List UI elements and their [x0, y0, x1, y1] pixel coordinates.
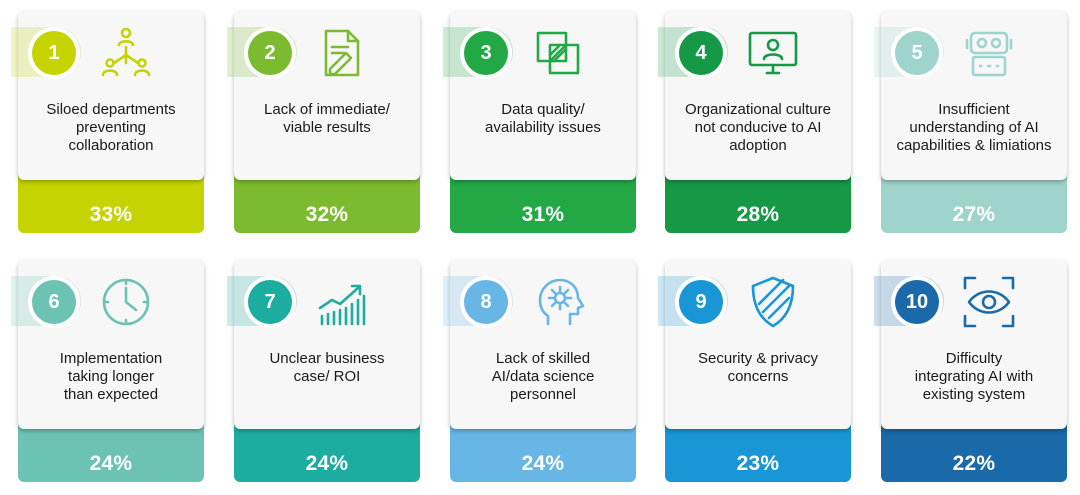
card-panel: 1 Siloed departments preventing collabor… — [11, 11, 204, 180]
challenge-label: Lack of immediate/ viable results — [264, 101, 390, 136]
challenge-card-7: 24% 7 Unclear business case/ ROI — [227, 260, 420, 482]
number-badge: 8 — [464, 280, 508, 324]
number-badge: 9 — [679, 280, 723, 324]
challenge-label: Lack of skilled AI/data science personne… — [491, 350, 595, 403]
monitor-user-icon — [745, 25, 801, 81]
challenge-card-5: 27% 5 Insufficient understanding of AI c… — [874, 11, 1067, 233]
card-panel: 10 Difficulty integrating AI with existi… — [874, 260, 1067, 429]
layered-squares-icon — [530, 25, 586, 81]
percent-value: 24% — [89, 452, 133, 475]
eye-scan-icon — [961, 274, 1017, 330]
number-badge: 2 — [248, 31, 292, 75]
card-panel: 3 Data quality/ availability issues — [443, 11, 636, 180]
challenge-card-8: 24% 8 Lack of skilled AI/data science pe… — [443, 260, 636, 482]
percent-value: 33% — [89, 203, 133, 226]
number-badge: 3 — [464, 31, 508, 75]
growth-chart-icon — [314, 274, 370, 330]
challenge-card-6: 24% 6 Implementation taking longer than … — [11, 260, 204, 482]
challenge-label: Difficulty integrating AI with existing … — [914, 350, 1034, 403]
percent-value: 28% — [736, 203, 780, 226]
number-badge: 5 — [895, 31, 939, 75]
challenge-label: Insufficient understanding of AI capabil… — [896, 101, 1052, 154]
shield-icon — [745, 274, 801, 330]
percent-value: 22% — [952, 452, 996, 475]
card-panel: 2 Lack of immediate/ viable results — [227, 11, 420, 180]
number-badge: 1 — [32, 31, 76, 75]
challenge-card-9: 23% 9 Security & privacy concerns — [658, 260, 851, 482]
card-panel: 5 Insufficient understanding of AI capab… — [874, 11, 1067, 180]
percent-value: 23% — [736, 452, 780, 475]
challenge-label: Data quality/ availability issues — [485, 101, 601, 136]
challenge-card-4: 28% 4 Organizational culture not conduci… — [658, 11, 851, 233]
percent-value: 24% — [521, 452, 565, 475]
head-gear-icon — [530, 274, 586, 330]
card-panel: 4 Organizational culture not conducive t… — [658, 11, 851, 180]
challenge-label: Implementation taking longer than expect… — [59, 350, 163, 403]
percent-value: 24% — [305, 452, 349, 475]
document-pencil-icon — [314, 25, 370, 81]
card-panel: 6 Implementation taking longer than expe… — [11, 260, 204, 429]
challenge-label: Security & privacy concerns — [697, 350, 819, 385]
number-badge: 6 — [32, 280, 76, 324]
challenge-card-2: 32% 2 Lack of immediate/ viable results — [227, 11, 420, 233]
challenge-card-10: 22% 10 Difficulty integrating AI with ex… — [874, 260, 1067, 482]
percent-value: 27% — [952, 203, 996, 226]
challenge-label: Siloed departments preventing collaborat… — [46, 101, 176, 154]
percent-value: 31% — [521, 203, 565, 226]
percent-value: 32% — [305, 203, 349, 226]
robot-icon — [961, 25, 1017, 81]
card-panel: 8 Lack of skilled AI/data science person… — [443, 260, 636, 429]
number-badge: 10 — [895, 280, 939, 324]
number-badge: 4 — [679, 31, 723, 75]
challenge-card-1: 33% 1 Siloed departments preventing coll… — [11, 11, 204, 233]
number-badge: 7 — [248, 280, 292, 324]
org-hierarchy-icon — [98, 25, 154, 81]
challenge-label: Organizational culture not conducive to … — [685, 101, 831, 154]
card-panel: 9 Security & privacy concerns — [658, 260, 851, 429]
card-panel: 7 Unclear business case/ ROI — [227, 260, 420, 429]
challenge-label: Unclear business case/ ROI — [269, 350, 385, 385]
challenge-card-3: 31% 3 Data quality/ availability issues — [443, 11, 636, 233]
clock-icon — [98, 274, 154, 330]
